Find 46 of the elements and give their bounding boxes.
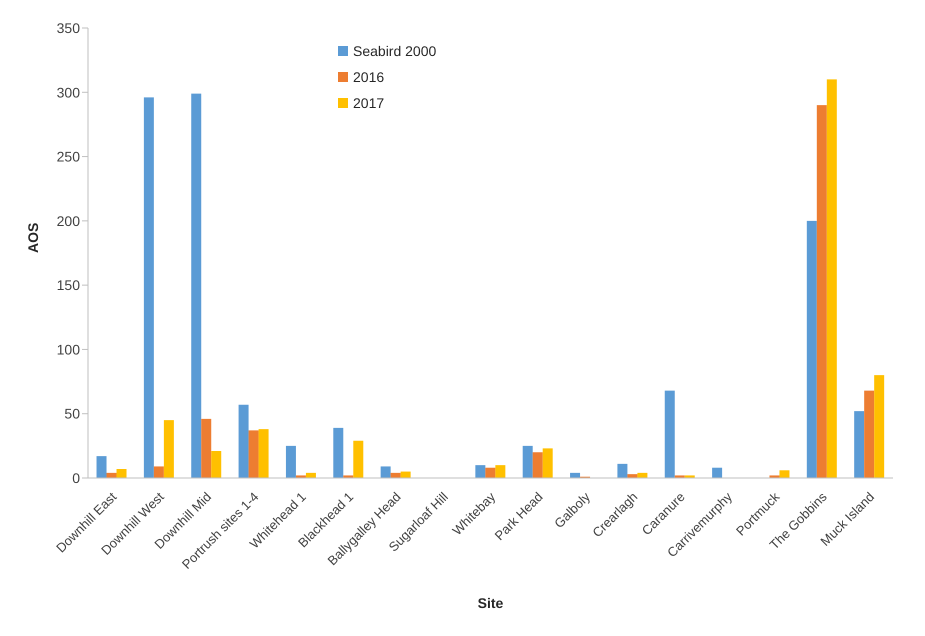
bar <box>475 465 486 478</box>
bar <box>144 97 154 478</box>
bar <box>495 465 506 478</box>
bar <box>201 418 212 478</box>
bar <box>816 105 827 478</box>
y-tick-label: 350 <box>56 20 80 36</box>
y-tick-label: 200 <box>56 212 80 229</box>
bar <box>664 390 675 478</box>
legend-label: 2017 <box>353 95 384 111</box>
y-axis-title: AOS <box>24 222 41 253</box>
bar <box>258 429 269 478</box>
y-tick-label: 250 <box>56 148 80 165</box>
bar <box>400 472 411 478</box>
bar <box>532 452 543 478</box>
legend-label: 2016 <box>353 69 384 85</box>
bar <box>191 94 202 478</box>
y-tick-label: 100 <box>56 341 80 358</box>
bar <box>806 220 817 478</box>
bar <box>826 79 837 478</box>
bar <box>286 446 296 478</box>
bar <box>96 456 107 478</box>
y-tick-label: 50 <box>64 406 80 422</box>
bar <box>542 448 553 478</box>
bar <box>485 468 496 478</box>
bar <box>333 428 344 478</box>
bar <box>116 469 127 478</box>
bar <box>864 390 874 478</box>
y-tick-label: 150 <box>56 277 80 294</box>
y-tick-label: 300 <box>56 84 80 100</box>
bar <box>522 446 533 478</box>
y-tick-label: 0 <box>72 470 80 486</box>
bar <box>154 466 164 478</box>
bar <box>712 468 722 478</box>
bar <box>248 430 259 478</box>
bar <box>854 411 864 478</box>
bar <box>211 451 222 478</box>
bar <box>627 474 638 478</box>
bar <box>617 464 628 478</box>
legend-label: Seabird 2000 <box>353 43 436 59</box>
bar <box>380 466 391 478</box>
bar <box>353 440 364 478</box>
bar <box>874 375 884 478</box>
bar <box>164 420 174 478</box>
x-axis-title: Site <box>478 595 504 611</box>
bar <box>238 404 249 478</box>
bar <box>779 470 790 478</box>
